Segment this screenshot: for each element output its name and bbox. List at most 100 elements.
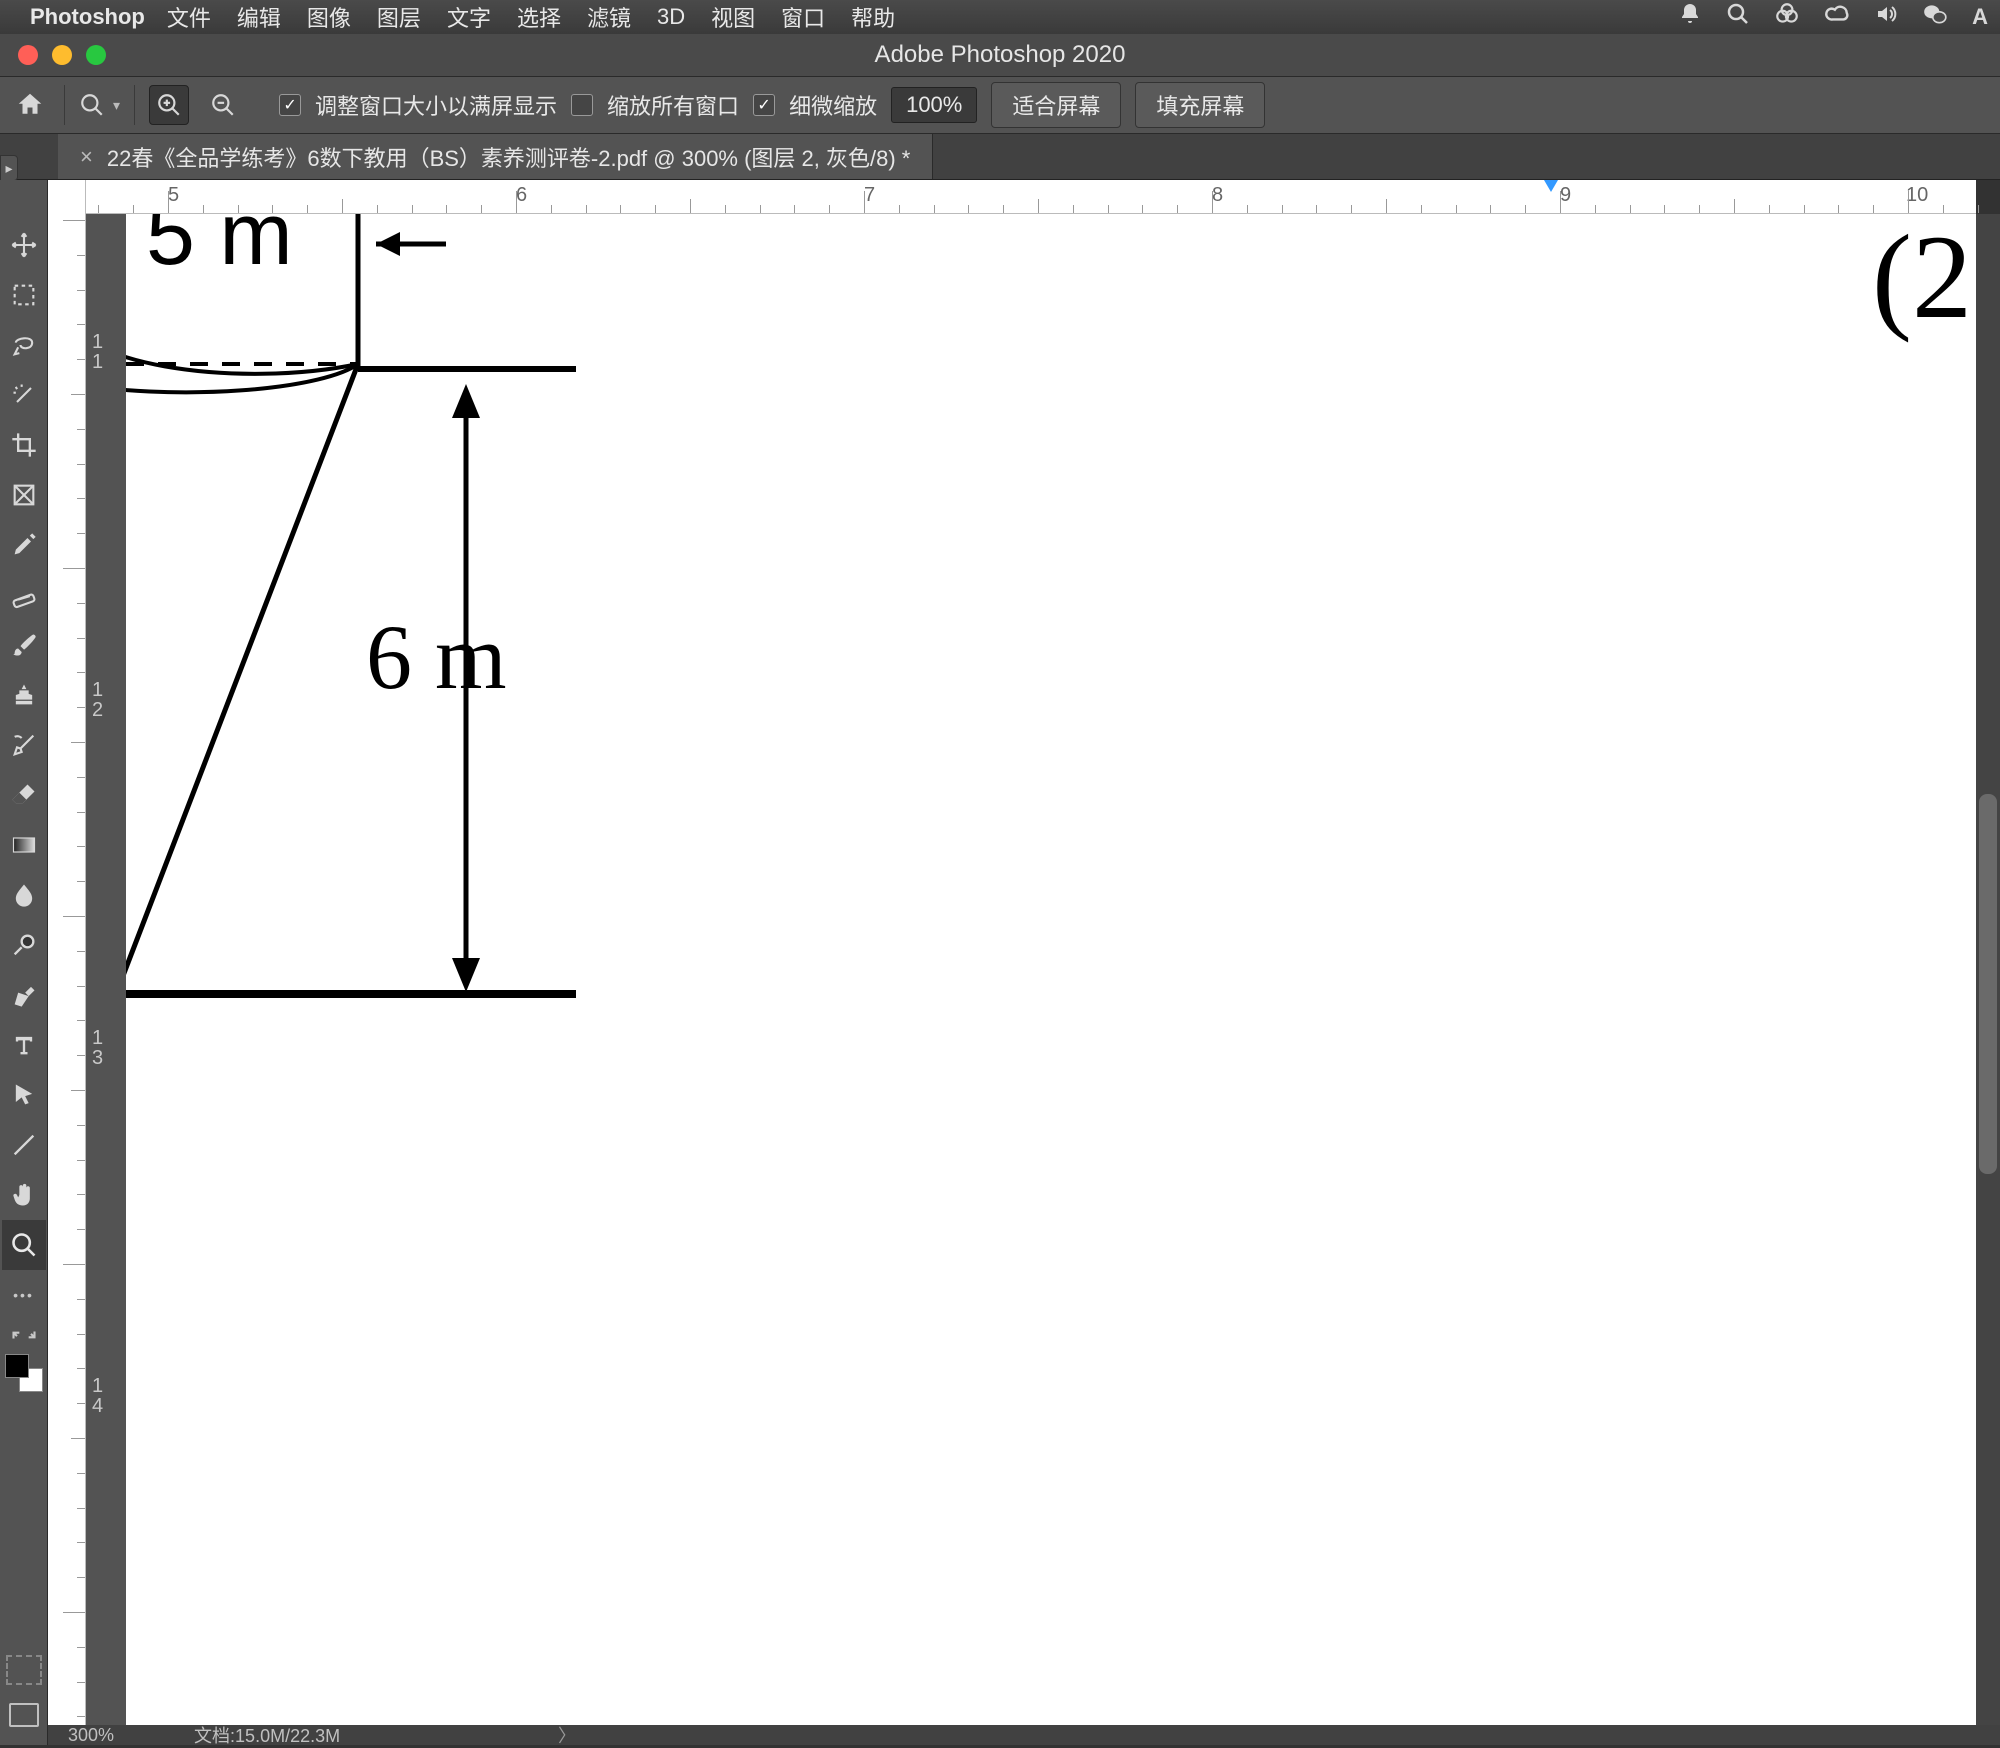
app-name[interactable]: Photoshop	[30, 4, 145, 30]
path-selection-tool[interactable]	[2, 1070, 46, 1120]
menu-image[interactable]: 图像	[307, 1, 351, 33]
menu-help[interactable]: 帮助	[851, 1, 895, 33]
menu-file[interactable]: 文件	[167, 1, 211, 33]
fit-screen-button[interactable]: 适合屏幕	[991, 82, 1121, 128]
eraser-tool[interactable]	[2, 770, 46, 820]
horizontal-ruler[interactable]: 5 6 7 8 9 10	[48, 180, 1976, 214]
vertical-ruler[interactable]	[48, 180, 86, 1725]
guide-number: 14	[92, 1376, 103, 1416]
edit-toolbar-button[interactable]: •••	[2, 1270, 46, 1320]
document-tabbar: × 22春《全品学练考》6数下教用（BS）素养测评卷-2.pdf @ 300% …	[0, 134, 2000, 180]
history-brush-tool[interactable]	[2, 720, 46, 770]
window-titlebar: Adobe Photoshop 2020	[0, 34, 2000, 76]
ruler-h-label: 8	[1212, 184, 1223, 207]
blur-tool[interactable]	[2, 870, 46, 920]
menu-select[interactable]: 选择	[517, 1, 561, 33]
brush-tool[interactable]	[2, 620, 46, 670]
search-icon[interactable]	[1726, 2, 1750, 32]
bell-icon[interactable]	[1678, 2, 1702, 32]
zoom-out-button[interactable]	[203, 85, 243, 125]
chevron-down-icon: ▾	[113, 97, 120, 114]
menu-3d[interactable]: 3D	[657, 4, 685, 30]
scrubby-zoom-checkbox[interactable]	[753, 94, 775, 116]
crop-tool[interactable]	[2, 420, 46, 470]
foreground-background-colors[interactable]	[5, 1354, 43, 1392]
window-title: Adobe Photoshop 2020	[875, 41, 1126, 69]
scrubby-zoom-label: 细微缩放	[789, 89, 877, 121]
lasso-tool[interactable]	[2, 320, 46, 370]
zoom-percent-button[interactable]: 100%	[891, 87, 977, 123]
ruler-h-label: 6	[516, 184, 527, 207]
menu-layer[interactable]: 图层	[377, 1, 421, 33]
foreground-color-swatch[interactable]	[5, 1354, 29, 1378]
scrollbar-thumb[interactable]	[1979, 794, 1997, 1174]
corner-text: (2	[1872, 214, 1972, 346]
canvas-area: 5 6 7 8 9 10 11 12 13 14	[48, 180, 2000, 1745]
minimize-window-button[interactable]	[52, 45, 72, 65]
ruler-h-label: 10	[1906, 184, 1928, 207]
guide-number: 13	[92, 1028, 103, 1068]
dodge-tool[interactable]	[2, 920, 46, 970]
zoom-all-checkbox[interactable]	[571, 94, 593, 116]
resize-to-fit-label: 调整窗口大小以满屏显示	[315, 89, 557, 121]
move-tool[interactable]	[2, 220, 46, 270]
ruler-h-label: 9	[1560, 184, 1571, 207]
workspace: ••• 5 6 7 8 9 10 11	[0, 180, 2000, 1745]
frame-tool[interactable]	[2, 470, 46, 520]
toolbox: •••	[0, 180, 48, 1745]
traffic-lights	[0, 45, 106, 65]
pen-tool[interactable]	[2, 970, 46, 1020]
panel-expand-handle[interactable]: ▸	[0, 155, 18, 181]
menu-type[interactable]: 文字	[447, 1, 491, 33]
ruler-h-label: 5	[168, 184, 179, 207]
hand-tool[interactable]	[2, 1170, 46, 1220]
status-chevron-icon[interactable]: 〉	[558, 1722, 576, 1748]
maximize-window-button[interactable]	[86, 45, 106, 65]
ruler-caret	[1544, 180, 1558, 192]
screen-mode-button[interactable]	[9, 1703, 39, 1727]
menu-view[interactable]: 视图	[711, 1, 755, 33]
zoom-in-button[interactable]	[149, 85, 189, 125]
resize-to-fit-checkbox[interactable]	[279, 94, 301, 116]
menu-edit[interactable]: 编辑	[237, 1, 281, 33]
zoom-tool[interactable]	[2, 1220, 46, 1270]
status-bar: 300% 文档:15.0M/22.3M 〉	[48, 1725, 2000, 1745]
wechat-icon[interactable]	[1922, 1, 1948, 33]
line-tool[interactable]	[2, 1120, 46, 1170]
creative-cloud-icon[interactable]	[1824, 1, 1850, 33]
eyedropper-tool[interactable]	[2, 520, 46, 570]
vertical-scrollbar[interactable]	[1976, 214, 2000, 1725]
guide-column: 11 12 13 14	[86, 214, 126, 1725]
marquee-tool[interactable]	[2, 270, 46, 320]
healing-brush-tool[interactable]	[2, 570, 46, 620]
guide-number: 12	[92, 680, 103, 720]
menu-filter[interactable]: 滤镜	[587, 1, 631, 33]
zoom-tool-indicator[interactable]: ▾	[79, 92, 120, 118]
guide-number: 11	[92, 332, 103, 372]
volume-icon[interactable]	[1874, 2, 1898, 32]
canvas[interactable]: 5 m	[126, 214, 1976, 1725]
zoom-all-label: 缩放所有窗口	[607, 89, 739, 121]
gradient-tool[interactable]	[2, 820, 46, 870]
document-tab[interactable]: × 22春《全品学练考》6数下教用（BS）素养测评卷-2.pdf @ 300% …	[58, 134, 933, 179]
status-letter[interactable]: A	[1972, 4, 1988, 30]
home-button[interactable]	[10, 85, 50, 125]
document-tab-label: 22春《全品学练考》6数下教用（BS）素养测评卷-2.pdf @ 300% (图…	[107, 141, 911, 173]
status-zoom[interactable]: 300%	[68, 1725, 114, 1746]
svg-text:5 m: 5 m	[146, 214, 293, 283]
magic-wand-tool[interactable]	[2, 370, 46, 420]
options-bar: ▾ 调整窗口大小以满屏显示 缩放所有窗口 细微缩放 100% 适合屏幕 填充屏幕	[0, 76, 2000, 134]
close-tab-icon[interactable]: ×	[80, 144, 93, 170]
clone-stamp-tool[interactable]	[2, 670, 46, 720]
status-doc[interactable]: 文档:15.0M/22.3M	[194, 1722, 340, 1748]
close-window-button[interactable]	[18, 45, 38, 65]
quick-mask-button[interactable]	[6, 1655, 42, 1685]
diagram-height-label: 6 m	[366, 604, 507, 710]
type-tool[interactable]	[2, 1020, 46, 1070]
document-content: 5 m	[126, 214, 1976, 1725]
swap-colors-icon[interactable]	[2, 1320, 46, 1350]
fill-screen-button[interactable]: 填充屏幕	[1135, 82, 1265, 128]
menu-window[interactable]: 窗口	[781, 1, 825, 33]
mac-menubar: Photoshop 文件 编辑 图像 图层 文字 选择 滤镜 3D 视图 窗口 …	[0, 0, 2000, 34]
cloud-sync-icon[interactable]	[1774, 1, 1800, 33]
